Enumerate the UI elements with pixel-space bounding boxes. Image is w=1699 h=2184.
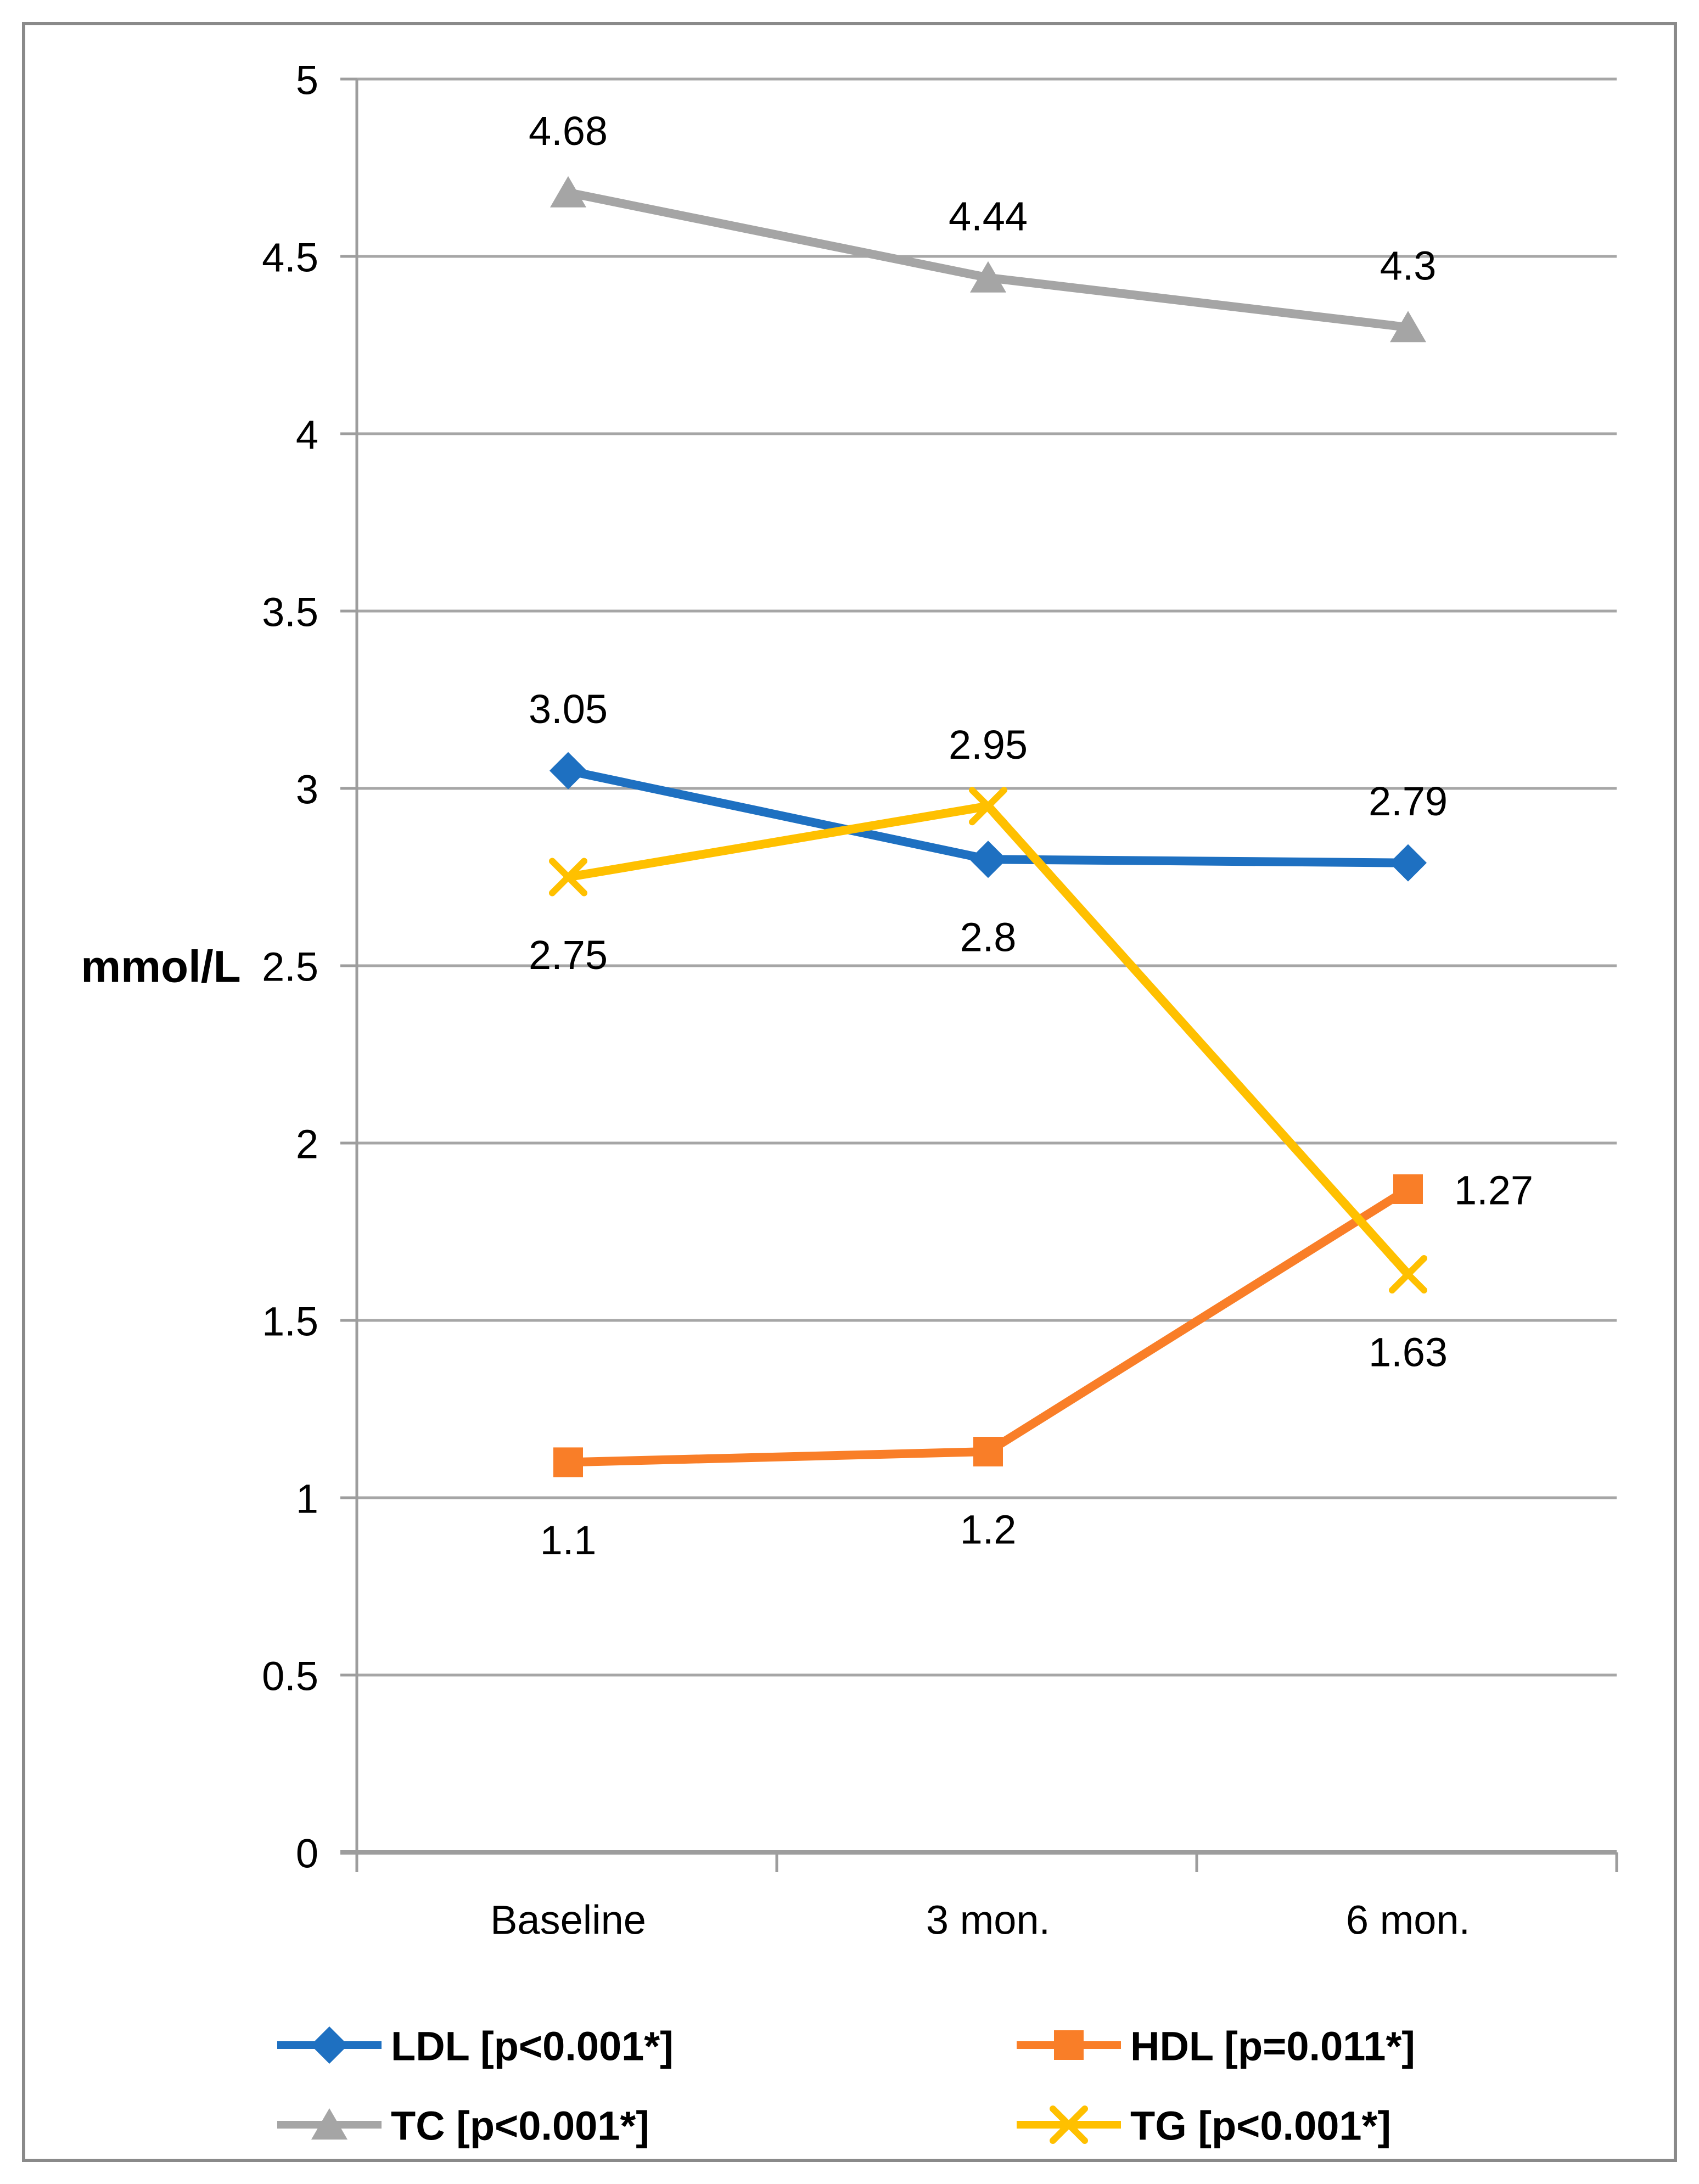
data-label-TC: 4.68	[529, 108, 608, 154]
legend-label-TC: TC [p<0.001*]	[391, 2103, 649, 2149]
series-TC-marker	[550, 176, 586, 208]
data-label-TG: 1.63	[1369, 1330, 1448, 1375]
data-label-LDL: 2.79	[1369, 779, 1448, 824]
y-tick-label: 0.5	[262, 1654, 318, 1699]
y-tick-label: 0	[296, 1831, 318, 1877]
legend-marker-HDL	[1054, 2030, 1084, 2060]
y-tick-label: 3	[296, 767, 318, 813]
data-labels: 3.05 2.8 2.79 1.1 1.2 1.27 4.68 4.44 4.3 2.75 2.95…	[529, 108, 1533, 1563]
y-tick-label: 2.5	[262, 944, 318, 990]
legend-marker-TC	[311, 2108, 347, 2140]
legend-item-HDL: HDL [p=0.011*]	[1017, 2024, 1415, 2069]
y-tick-label: 3.5	[262, 590, 318, 635]
x-category-label: Baseline	[490, 1897, 646, 1943]
data-label-LDL: 2.8	[960, 915, 1017, 960]
figure-border	[22, 22, 1677, 2162]
gridlines	[340, 77, 1617, 1854]
x-category-label: 3 mon.	[926, 1897, 1050, 1943]
series-TG	[549, 787, 1427, 1294]
y-tick-label: 4.5	[262, 235, 318, 281]
y-tick-label: 1.5	[262, 1299, 318, 1345]
series-LDL-marker	[969, 841, 1007, 878]
series-TG-marker	[1389, 1255, 1427, 1294]
series-HDL-marker	[1393, 1174, 1423, 1204]
x-category-labels: Baseline 3 mon. 6 mon.	[490, 1897, 1470, 1943]
series-HDL-marker	[553, 1447, 583, 1477]
data-label-TC: 4.3	[1380, 243, 1437, 289]
legend-item-TC: TC [p<0.001*]	[277, 2103, 649, 2149]
legend-label-LDL: LDL [p<0.001*]	[391, 2024, 674, 2069]
y-axis-title: mmol/L	[81, 942, 241, 992]
data-label-HDL: 1.2	[960, 1507, 1017, 1553]
legend-item-LDL: LDL [p<0.001*]	[277, 2024, 674, 2069]
data-label-LDL: 3.05	[529, 686, 608, 732]
y-tick-label: 5	[296, 58, 318, 103]
series-HDL-line	[568, 1185, 1411, 1467]
series-HDL-marker	[973, 1437, 1003, 1467]
series-TC	[550, 176, 1426, 343]
y-tick-label: 4	[296, 412, 318, 458]
data-label-HDL: 1.1	[540, 1517, 597, 1563]
legend-item-TG: TG [p<0.001*]	[1017, 2103, 1391, 2149]
legend-marker-TG	[1050, 2105, 1088, 2144]
series-LDL	[549, 752, 1427, 882]
series-TC-marker	[970, 261, 1006, 293]
series-TC-marker	[1390, 311, 1426, 343]
series-TG-marker	[549, 858, 587, 897]
series-TG-marker	[969, 787, 1007, 826]
legend-label-TG: TG [p<0.001*]	[1130, 2103, 1391, 2149]
data-label-TC: 4.44	[949, 193, 1028, 239]
legend-label-HDL: HDL [p=0.011*]	[1130, 2024, 1415, 2069]
y-tick-label: 2	[296, 1122, 318, 1167]
series-HDL	[553, 1174, 1423, 1477]
x-category-label: 6 mon.	[1346, 1897, 1470, 1943]
y-tick-labels: 0 0.5 1 1.5 2 2.5 3 3.5 4 4.5 5	[262, 58, 318, 1877]
series-LDL-marker	[549, 752, 587, 789]
data-label-TG: 2.75	[529, 932, 608, 978]
series-LDL-marker	[1389, 844, 1427, 882]
data-label-HDL: 1.27	[1454, 1167, 1533, 1213]
legend: LDL [p<0.001*] HDL [p=0.011*] TC [p<0.001*…	[277, 2024, 1415, 2149]
data-label-TG: 2.95	[949, 722, 1028, 768]
y-tick-label: 1	[296, 1476, 318, 1522]
legend-marker-LDL	[311, 2026, 348, 2064]
